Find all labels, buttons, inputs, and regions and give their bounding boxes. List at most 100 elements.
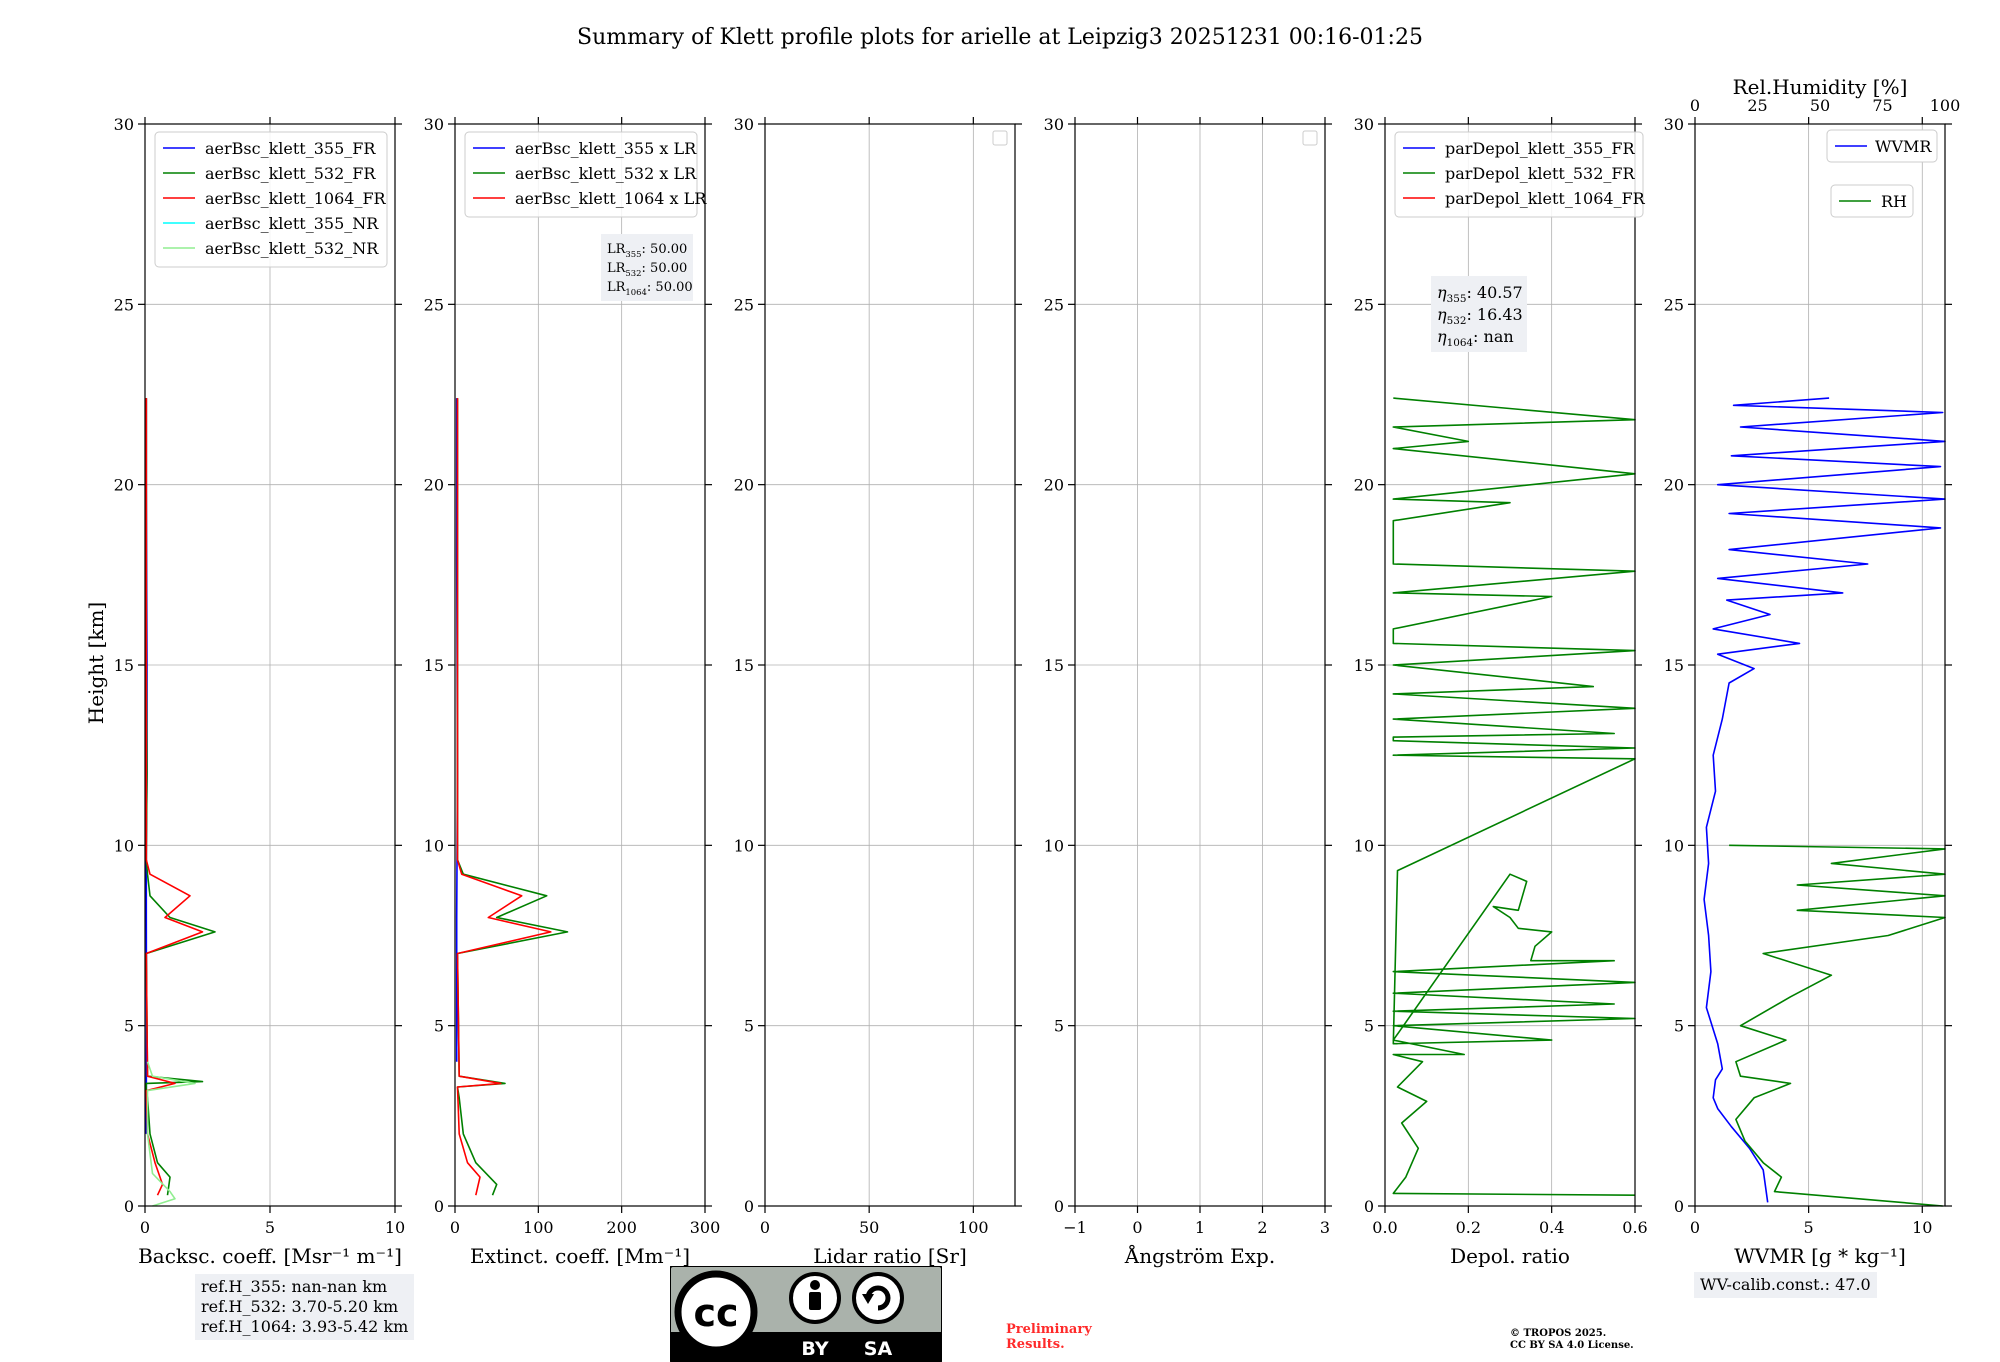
y-tick-label: 20 [424, 476, 444, 495]
annotation-value: : nan [1473, 327, 1514, 346]
x-tick-label: 0 [760, 1218, 770, 1237]
legend-entry: aerBsc_klett_355 x LR [515, 139, 697, 158]
annotation-subscript: 532 [625, 268, 641, 278]
panel-depol: 0 5 10 15 20 25 30 0.0 0.2 0.4 0.6 Depol. ratio parD… [1354, 115, 1648, 1268]
x-tick-label: −1 [1063, 1218, 1087, 1237]
y-tick-label: 20 [114, 476, 134, 495]
series-line-aerBsc_klett_1064_FR [145, 398, 204, 1196]
legend-entry: parDepol_klett_532_FR [1445, 164, 1636, 183]
cc-circle-icon [674, 1270, 758, 1354]
series-line-parDepol_klett_532_FR [1392, 397, 1636, 1196]
x-tick-label: 0 [450, 1218, 460, 1237]
x-tick-label: 5 [1804, 1218, 1814, 1237]
x-tick-label: 2 [1257, 1218, 1267, 1237]
x-tick-label: 0 [1132, 1218, 1142, 1237]
x-axis-label: Backsc. coeff. [Msr⁻¹ m⁻¹] [138, 1244, 402, 1268]
ref-height-355: ref.H_355: nan-nan km [201, 1277, 388, 1296]
copyright-line-1: © TROPOS 2025. [1510, 1328, 1607, 1339]
y-tick-label: 15 [114, 656, 134, 675]
copyright-note: © TROPOS 2025. CC BY SA 4.0 License. [1510, 1328, 1634, 1352]
attribution-person-icon [789, 1272, 841, 1324]
top-x-tick-label: 100 [1930, 96, 1961, 115]
y-tick-label: 0 [744, 1197, 754, 1216]
annotation-symbol: η [1437, 327, 1447, 346]
annotation-box [601, 234, 693, 301]
x-tick-label: 0.2 [1456, 1218, 1481, 1237]
top-x-tick-label: 75 [1872, 96, 1892, 115]
annotation-subscript: 355 [1447, 293, 1467, 305]
panel-wvmr: 0 5 10 15 20 25 30 0 5 10 WVMR [g * kg⁻¹] 0 25 50 75 10… [1664, 75, 1961, 1268]
annotation-symbol: LR [607, 261, 627, 276]
y-tick-label: 0 [1054, 1197, 1064, 1216]
x-axis-label: WVMR [g * kg⁻¹] [1734, 1244, 1906, 1268]
y-tick-label: 5 [124, 1017, 134, 1036]
legend-entry: aerBsc_klett_1064 x LR [515, 189, 707, 208]
legend-box [1394, 131, 1644, 218]
annotation-subscript: 355 [625, 249, 641, 259]
y-tick-label: 15 [1354, 656, 1374, 675]
top-x-tick-label: 0 [1690, 96, 1700, 115]
y-tick-label: 5 [1364, 1017, 1374, 1036]
legend-entry-wvmr: WVMR [1875, 137, 1932, 156]
x-axis-label: Depol. ratio [1450, 1244, 1570, 1268]
x-tick-label: 1 [1195, 1218, 1205, 1237]
annotation-line: LR355: 50.00 [607, 242, 687, 259]
y-tick-label: 15 [424, 656, 444, 675]
legend-entry: aerBsc_klett_532_FR [205, 164, 376, 183]
annotation-line: LR532: 50.00 [607, 261, 687, 278]
y-tick-label: 15 [734, 656, 754, 675]
legend-entry: parDepol_klett_1064_FR [1445, 189, 1646, 208]
series-line-WVMR [1703, 397, 1946, 1203]
y-tick-label: 10 [114, 836, 134, 855]
y-tick-label: 0 [434, 1197, 444, 1216]
wv-calibration-box: WV-calib.const.: 47.0 [1694, 1272, 1877, 1298]
x-tick-label: 10 [1912, 1218, 1932, 1237]
y-axis-label: Height [km] [84, 602, 108, 724]
x-tick-label: 50 [859, 1218, 879, 1237]
legend-entry: aerBsc_klett_532_NR [205, 239, 379, 258]
y-tick-label: 25 [734, 295, 754, 314]
y-tick-label: 10 [1044, 836, 1064, 855]
y-tick-label: 0 [124, 1197, 134, 1216]
panel-angstrom: 0 5 10 15 20 25 30 −1 0 1 2 3 Ångström Exp. [1044, 115, 1332, 1268]
x-tick-label: 5 [265, 1218, 275, 1237]
top-x-tick-label: 25 [1747, 96, 1767, 115]
y-tick-label: 20 [1044, 476, 1064, 495]
annotation-value: : 50.00 [642, 242, 688, 257]
top-x-tick-label: 50 [1810, 96, 1830, 115]
x-tick-label: 300 [690, 1218, 721, 1237]
legend-entry: aerBsc_klett_355_NR [205, 214, 379, 233]
y-tick-label: 0 [1674, 1197, 1684, 1216]
top-axis-label: Rel.Humidity [%] [1733, 75, 1908, 99]
y-tick-label: 30 [1354, 115, 1374, 134]
x-tick-label: 0 [1690, 1218, 1700, 1237]
legend-box-wvmr [1826, 129, 1938, 163]
y-tick-label: 15 [1044, 656, 1064, 675]
legend-box [154, 131, 388, 268]
y-tick-label: 30 [1044, 115, 1064, 134]
annotation-value: : 50.00 [647, 280, 693, 295]
y-tick-label: 5 [1054, 1017, 1064, 1036]
x-tick-label: 10 [385, 1218, 405, 1237]
y-tick-label: 5 [744, 1017, 754, 1036]
ref-height-532: ref.H_532: 3.70-5.20 km [201, 1297, 399, 1316]
x-tick-label: 0.0 [1372, 1218, 1397, 1237]
y-tick-label: 5 [434, 1017, 444, 1036]
reference-height-box: ref.H_355: nan-nan km ref.H_532: 3.70-5.… [195, 1274, 415, 1340]
series-line-aerBsc_klett_532_NR [146, 1061, 196, 1207]
x-tick-label: 0 [140, 1218, 150, 1237]
share-alike-icon [852, 1272, 904, 1324]
legend-entry: aerBsc_klett_355_FR [205, 139, 376, 158]
annotation-line: η532: 16.43 [1437, 305, 1523, 327]
by-label: BY [801, 1338, 828, 1360]
preliminary-line-2: Results. [1006, 1337, 1065, 1352]
y-tick-label: 10 [1354, 836, 1374, 855]
annotation-line: η1064: nan [1437, 327, 1514, 349]
panel-lidar_ratio: 0 5 10 15 20 25 30 0 50 100 Lidar ratio [Sr] [734, 115, 1022, 1268]
annotation-subscript: 1064 [1447, 337, 1474, 349]
y-tick-label: 25 [1354, 295, 1374, 314]
y-tick-label: 30 [1664, 115, 1684, 134]
